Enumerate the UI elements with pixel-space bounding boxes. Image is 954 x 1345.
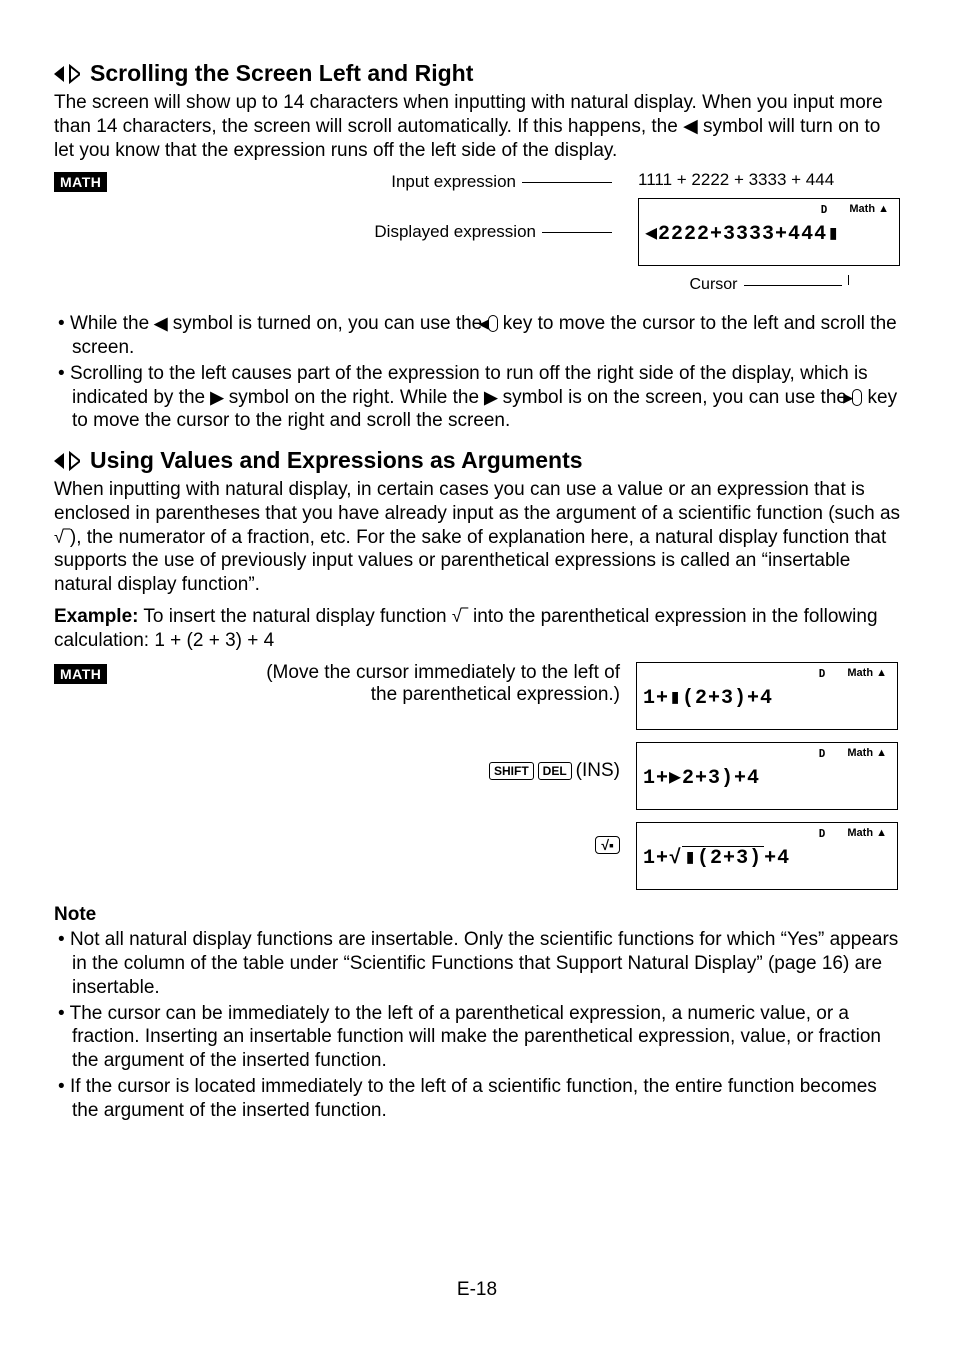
input-expression-label: Input expression [391,172,516,192]
calculator-screen: D Math ▲ 1+▮(2+3)+4 [636,662,898,730]
screen-content: 1+√▮(2+3)+4 [643,840,891,870]
status-math: Math ▲ [847,667,887,680]
sqrt-icon: √‾ [54,527,70,547]
page-number: E-18 [0,1279,954,1301]
example-insert: MATH (Move the cursor immediately to the… [54,662,900,890]
status-d: D [819,747,826,760]
left-key-icon: ◀ [488,315,498,332]
status-math: Math ▲ [849,203,889,216]
bullet: If the cursor is located immediately to … [54,1075,900,1123]
status-d: D [819,667,826,680]
calculator-screen: D Math ▲ ◀2222+3333+444▮ [638,198,900,266]
sqrt-icon: √‾ [452,606,468,626]
screen-content: 1+▮(2+3)+4 [643,680,891,710]
status-d: D [821,203,828,216]
calculator-screen: D Math ▲ 1+√▮(2+3)+4 [636,822,898,890]
example1-labels: Input expression Displayed expression [127,170,618,242]
status-math: Math ▲ [847,827,887,840]
nav-arrows-icon [54,450,80,472]
example2-steps: (Move the cursor immediately to the left… [117,662,626,854]
calculator-screen: D Math ▲ 1+▶2+3)+4 [636,742,898,810]
shift-key-icon: SHIFT [489,762,534,780]
bullet: The cursor can be immediately to the lef… [54,1002,900,1073]
input-expression-value: 1111 + 2222 + 3333 + 444 [638,170,900,190]
math-mode-badge: MATH [54,662,107,684]
status-math: Math ▲ [847,747,887,760]
example-scrolling: MATH Input expression Displayed expressi… [54,170,900,294]
step1-text-b: the parenthetical expression.) [371,684,620,706]
note-bullets: Not all natural display functions are in… [54,928,900,1122]
bullet: Not all natural display functions are in… [54,928,900,999]
nav-arrows-icon [54,63,80,85]
cursor-label: Cursor [689,276,737,294]
section1-bullets: While the ◀ symbol is turned on, you can… [54,312,900,433]
note-heading: Note [54,904,900,926]
section-heading-arguments: Using Values and Expressions as Argument… [54,447,900,474]
example-description: Example: To insert the natural display f… [54,605,900,653]
screen-content: ◀2222+3333+444▮ [645,216,893,246]
cursor-label-row: Cursor [638,276,900,294]
screen-content: 1+▶2+3)+4 [643,760,891,790]
bullet: Scrolling to the left causes part of the… [54,362,900,433]
displayed-expression-label: Displayed expression [374,222,536,242]
section-heading-scrolling: Scrolling the Screen Left and Right [54,60,900,87]
bullet: While the ◀ symbol is turned on, you can… [54,312,900,360]
del-key-icon: DEL [538,762,572,780]
step1-text-a: (Move the cursor immediately to the left… [266,662,620,684]
sqrt-key-icon: √▪ [595,836,620,854]
math-mode-badge: MATH [54,170,107,192]
section2-intro: When inputting with natural display, in … [54,478,900,597]
section-title: Using Values and Expressions as Argument… [90,447,583,474]
section-title: Scrolling the Screen Left and Right [90,60,473,87]
ins-label: (INS) [576,760,620,782]
status-d: D [819,827,826,840]
right-key-icon: ▶ [852,389,862,406]
section1-intro: The screen will show up to 14 characters… [54,91,900,162]
